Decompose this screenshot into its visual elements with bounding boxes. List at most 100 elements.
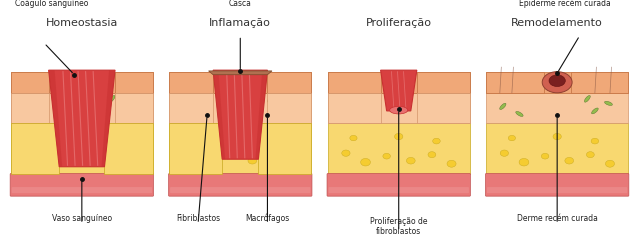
Ellipse shape bbox=[447, 160, 456, 167]
Ellipse shape bbox=[428, 152, 436, 158]
FancyBboxPatch shape bbox=[11, 123, 59, 174]
FancyBboxPatch shape bbox=[169, 93, 213, 123]
FancyBboxPatch shape bbox=[169, 123, 222, 174]
FancyBboxPatch shape bbox=[328, 72, 381, 93]
Ellipse shape bbox=[89, 158, 98, 164]
Ellipse shape bbox=[78, 133, 86, 140]
Polygon shape bbox=[256, 70, 268, 159]
FancyBboxPatch shape bbox=[169, 123, 311, 174]
Ellipse shape bbox=[66, 153, 73, 159]
FancyBboxPatch shape bbox=[169, 72, 213, 93]
Text: Coágulo sanguíneo: Coágulo sanguíneo bbox=[15, 0, 88, 8]
Ellipse shape bbox=[33, 135, 40, 141]
Ellipse shape bbox=[202, 159, 212, 166]
Ellipse shape bbox=[274, 138, 282, 144]
Ellipse shape bbox=[24, 103, 31, 110]
Text: Epiderme recém curada: Epiderme recém curada bbox=[519, 0, 611, 8]
FancyBboxPatch shape bbox=[417, 93, 470, 123]
Ellipse shape bbox=[275, 108, 281, 114]
FancyBboxPatch shape bbox=[486, 123, 628, 174]
FancyBboxPatch shape bbox=[268, 93, 311, 123]
Text: Inflamação: Inflamação bbox=[210, 18, 271, 28]
Ellipse shape bbox=[341, 103, 348, 110]
Ellipse shape bbox=[199, 111, 206, 116]
Ellipse shape bbox=[549, 75, 566, 86]
Text: Derme recém curada: Derme recém curada bbox=[517, 213, 597, 223]
Ellipse shape bbox=[519, 159, 529, 166]
Ellipse shape bbox=[270, 152, 277, 158]
Ellipse shape bbox=[592, 108, 598, 114]
Text: Proliferação: Proliferação bbox=[366, 18, 432, 28]
FancyBboxPatch shape bbox=[11, 93, 49, 123]
Text: Fibriblastos: Fibriblastos bbox=[176, 213, 220, 223]
FancyBboxPatch shape bbox=[11, 93, 153, 123]
Text: Proliferação de
fibroblastos: Proliferação de fibroblastos bbox=[370, 216, 427, 236]
Polygon shape bbox=[49, 70, 115, 167]
Ellipse shape bbox=[357, 111, 365, 116]
Ellipse shape bbox=[591, 138, 599, 144]
FancyBboxPatch shape bbox=[486, 72, 544, 93]
Ellipse shape bbox=[129, 101, 137, 106]
Ellipse shape bbox=[500, 103, 506, 110]
Text: Casca: Casca bbox=[229, 0, 252, 8]
FancyBboxPatch shape bbox=[328, 93, 381, 123]
Ellipse shape bbox=[516, 111, 523, 116]
FancyBboxPatch shape bbox=[268, 72, 311, 93]
FancyBboxPatch shape bbox=[328, 123, 470, 174]
Ellipse shape bbox=[224, 153, 232, 159]
FancyBboxPatch shape bbox=[327, 174, 470, 196]
Ellipse shape bbox=[383, 153, 390, 159]
FancyBboxPatch shape bbox=[170, 187, 311, 193]
Ellipse shape bbox=[116, 108, 123, 114]
FancyBboxPatch shape bbox=[104, 123, 153, 174]
Ellipse shape bbox=[248, 158, 257, 164]
Ellipse shape bbox=[585, 96, 590, 102]
Ellipse shape bbox=[426, 96, 432, 102]
Ellipse shape bbox=[360, 159, 371, 166]
Ellipse shape bbox=[587, 152, 594, 158]
FancyBboxPatch shape bbox=[571, 72, 628, 93]
Polygon shape bbox=[381, 70, 417, 111]
FancyBboxPatch shape bbox=[486, 174, 629, 196]
Ellipse shape bbox=[390, 106, 408, 114]
Ellipse shape bbox=[109, 96, 115, 102]
Polygon shape bbox=[208, 71, 272, 75]
Ellipse shape bbox=[342, 150, 350, 156]
Polygon shape bbox=[213, 70, 268, 159]
Polygon shape bbox=[102, 70, 115, 167]
Ellipse shape bbox=[508, 135, 516, 141]
Ellipse shape bbox=[43, 159, 54, 166]
Ellipse shape bbox=[543, 72, 572, 93]
Ellipse shape bbox=[111, 152, 119, 158]
Ellipse shape bbox=[130, 160, 139, 167]
Ellipse shape bbox=[288, 101, 295, 106]
Ellipse shape bbox=[433, 138, 440, 144]
Ellipse shape bbox=[183, 150, 192, 156]
Text: Macrófagos: Macrófagos bbox=[245, 213, 289, 223]
Ellipse shape bbox=[394, 133, 403, 140]
FancyBboxPatch shape bbox=[169, 93, 311, 123]
Ellipse shape bbox=[192, 135, 199, 141]
FancyBboxPatch shape bbox=[169, 72, 311, 93]
Text: Homeostasia: Homeostasia bbox=[45, 18, 118, 28]
FancyBboxPatch shape bbox=[487, 187, 627, 193]
Ellipse shape bbox=[433, 108, 440, 114]
Ellipse shape bbox=[350, 135, 357, 141]
FancyBboxPatch shape bbox=[11, 72, 153, 93]
FancyBboxPatch shape bbox=[169, 174, 312, 196]
Polygon shape bbox=[49, 70, 62, 167]
Polygon shape bbox=[213, 70, 225, 159]
Ellipse shape bbox=[40, 111, 48, 116]
FancyBboxPatch shape bbox=[328, 72, 470, 93]
FancyBboxPatch shape bbox=[486, 93, 628, 123]
Ellipse shape bbox=[25, 150, 33, 156]
Ellipse shape bbox=[236, 133, 245, 140]
FancyBboxPatch shape bbox=[486, 72, 628, 93]
FancyBboxPatch shape bbox=[11, 123, 153, 174]
FancyBboxPatch shape bbox=[417, 72, 470, 93]
Ellipse shape bbox=[446, 101, 454, 106]
Ellipse shape bbox=[116, 138, 123, 144]
Ellipse shape bbox=[406, 158, 415, 164]
Ellipse shape bbox=[289, 160, 298, 167]
FancyBboxPatch shape bbox=[328, 187, 469, 193]
